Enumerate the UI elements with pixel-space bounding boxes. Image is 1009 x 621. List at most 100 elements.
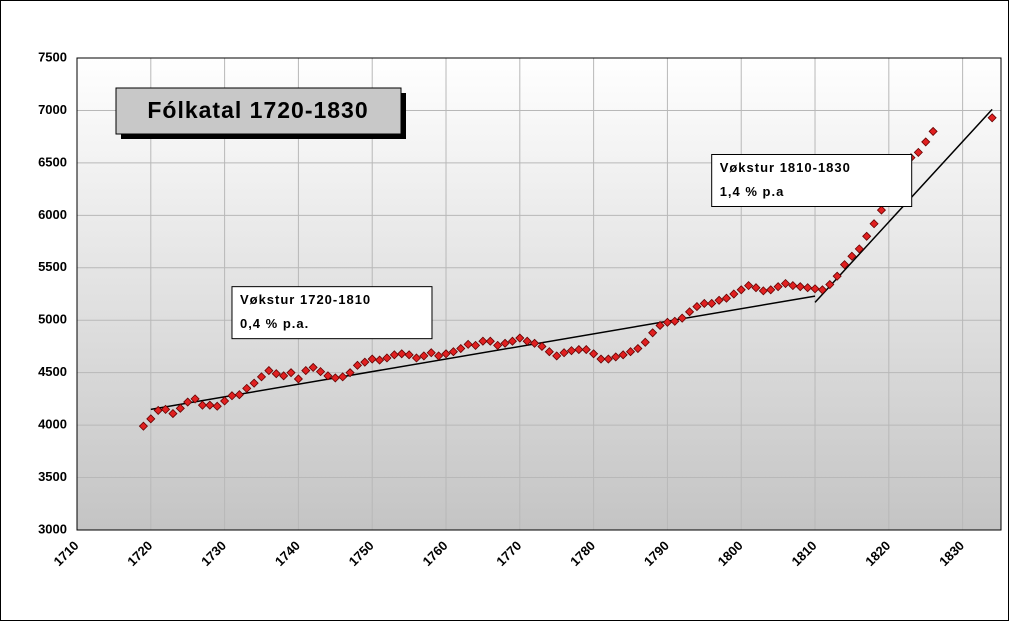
annotation-text: 0,4 % p.a.: [240, 316, 309, 331]
plot-border: [76, 57, 1002, 531]
data-point: [692, 302, 702, 312]
data-point: [603, 354, 613, 364]
data-point: [256, 372, 267, 382]
data-point: [714, 295, 724, 305]
data-point: [670, 316, 680, 326]
data-point: [729, 289, 739, 299]
data-point: [448, 347, 458, 357]
data-point: [662, 317, 672, 327]
data-point: [375, 355, 385, 365]
annotation-text: Vøkstur 1720-1810: [240, 292, 371, 307]
data-point: [559, 348, 569, 358]
data-point: [338, 372, 348, 382]
data-point: [788, 281, 798, 291]
data-point: [234, 390, 244, 400]
data-point: [847, 251, 857, 261]
annotation: Vøkstur 1810-1830 1,4 % p.a: [711, 153, 913, 207]
y-tick-label: 4000: [38, 417, 67, 432]
data-point: [921, 137, 931, 147]
data-point: [197, 400, 208, 410]
annotation-text: 1,4 % p.a: [720, 184, 785, 199]
y-tick-label: 7500: [38, 49, 67, 64]
data-point: [913, 147, 923, 157]
data-point: [566, 346, 577, 356]
data-point: [677, 313, 687, 323]
data-point: [581, 345, 591, 355]
title-background: [115, 87, 402, 135]
data-point: [212, 401, 222, 411]
data-point: [227, 391, 237, 401]
data-point: [470, 340, 481, 350]
data-point: [699, 298, 709, 309]
data-point: [286, 368, 296, 378]
data-point: [434, 351, 444, 361]
data-point: [589, 349, 599, 359]
data-point: [633, 343, 643, 354]
annotation-box: [711, 153, 913, 207]
data-point: [625, 347, 636, 357]
data-point: [463, 339, 473, 349]
data-point: [780, 278, 791, 289]
data-point: [544, 347, 554, 357]
y-tick-label: 6500: [38, 154, 67, 169]
data-point: [168, 409, 178, 419]
data-point: [138, 421, 148, 431]
y-tick-label: 7000: [38, 102, 67, 117]
data-point: [404, 350, 414, 360]
data-point: [987, 113, 997, 123]
data-point: [839, 260, 850, 270]
data-point: [249, 378, 259, 388]
y-tick-label: 5000: [38, 312, 67, 327]
data-point: [876, 205, 887, 215]
data-point: [485, 336, 495, 346]
data-point: [426, 348, 436, 358]
data-point: [611, 352, 621, 362]
data-point: [323, 371, 333, 381]
data-point: [411, 353, 422, 363]
trend-line: [150, 295, 816, 411]
y-tick-label: 5500: [38, 259, 67, 274]
data-point: [736, 285, 746, 295]
data-point: [175, 403, 185, 413]
data-point: [596, 354, 606, 364]
data-point: [618, 350, 628, 360]
data-point: [574, 345, 584, 355]
data-point: [146, 414, 156, 424]
data-point: [522, 336, 532, 346]
data-point: [264, 366, 274, 376]
data-point: [308, 362, 318, 372]
data-point: [854, 244, 864, 254]
y-tick-label: 6000: [38, 207, 67, 222]
data-point: [640, 337, 650, 347]
data-point: [862, 231, 872, 241]
data-point: [795, 282, 805, 292]
annotation-box: [231, 286, 433, 340]
data-point: [345, 368, 355, 378]
data-point: [648, 328, 658, 338]
chart-title: Fólkatal 1720-1830: [147, 97, 368, 123]
data-point: [721, 293, 732, 303]
data-point: [271, 369, 281, 379]
data-point: [928, 126, 938, 136]
annotation-text: Vøkstur 1810-1830: [720, 160, 851, 175]
data-point: [382, 353, 392, 363]
data-point: [552, 351, 562, 361]
data-point: [419, 351, 429, 361]
data-point: [758, 286, 768, 296]
data-point: [500, 338, 510, 348]
data-point: [389, 350, 399, 360]
data-point: [441, 349, 451, 359]
data-point: [160, 404, 171, 414]
data-point: [242, 383, 252, 393]
data-point: [684, 307, 695, 317]
data-point: [360, 357, 370, 367]
data-point: [803, 283, 813, 293]
data-point: [825, 279, 835, 290]
data-point: [293, 374, 303, 384]
annotation: Vøkstur 1720-1810 0,4 % p.a.: [231, 286, 433, 340]
data-point: [493, 340, 503, 350]
data-point: [397, 349, 407, 359]
data-point: [315, 367, 326, 377]
data-point: [744, 281, 754, 291]
data-point: [766, 285, 776, 295]
